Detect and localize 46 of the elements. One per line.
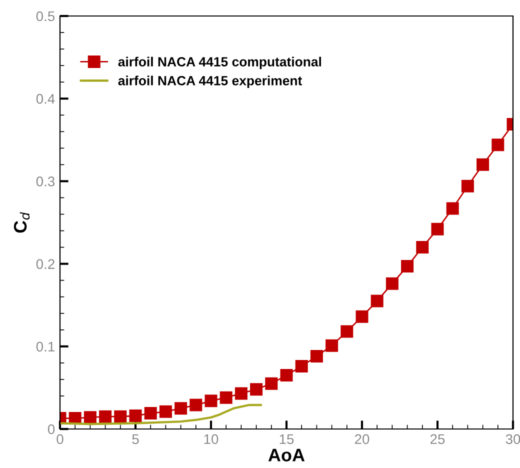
- point: [431, 222, 444, 236]
- point: [204, 394, 218, 408]
- point: [340, 325, 354, 338]
- x-tick-label: 20: [354, 434, 370, 444]
- point: [220, 391, 232, 404]
- point: [326, 339, 338, 352]
- point: [144, 407, 157, 420]
- y-axis-title: C$_{d}$: [14, 212, 30, 233]
- point: [84, 411, 96, 424]
- point: [295, 360, 308, 372]
- point: [461, 180, 474, 192]
- x-tick-label: 15: [280, 434, 294, 444]
- point: [310, 350, 323, 363]
- line-series: [60, 404, 262, 426]
- x-tick-label: 25: [430, 434, 445, 444]
- point: [99, 410, 112, 423]
- point: [159, 405, 172, 418]
- point: [476, 158, 490, 171]
- point: [446, 202, 459, 215]
- point: [174, 402, 188, 415]
- y-tick-label: 0.5: [36, 11, 55, 22]
- y-tick-label: 0.3: [36, 176, 55, 186]
- y-tick-label: 0: [48, 424, 55, 434]
- point: [492, 138, 504, 152]
- x-tick-label: 10: [204, 434, 218, 444]
- y-tick-label: 0.2: [36, 259, 54, 269]
- point: [386, 277, 398, 290]
- point: [356, 310, 368, 323]
- x-tick-label: 5: [132, 434, 139, 444]
- point: [250, 383, 263, 396]
- point: [234, 387, 248, 400]
- x-axis-title: AoA: [268, 448, 305, 462]
- point: [190, 398, 202, 412]
- point: [280, 369, 293, 382]
- point: [370, 294, 384, 308]
- point: [129, 410, 142, 422]
- legend-label: airfoil NACA 4415 computational: [118, 56, 322, 70]
- point: [114, 410, 127, 423]
- point: [401, 260, 414, 273]
- point: [265, 377, 278, 390]
- x-tick-label: 0: [56, 434, 64, 444]
- y-tick-label: 0.1: [36, 342, 54, 352]
- point: [416, 241, 429, 254]
- x-tick-label: 30: [506, 434, 520, 444]
- y-tick-label: 0.4: [36, 94, 55, 104]
- legend-label: airfoil NACA 4415 experiment: [118, 76, 302, 88]
